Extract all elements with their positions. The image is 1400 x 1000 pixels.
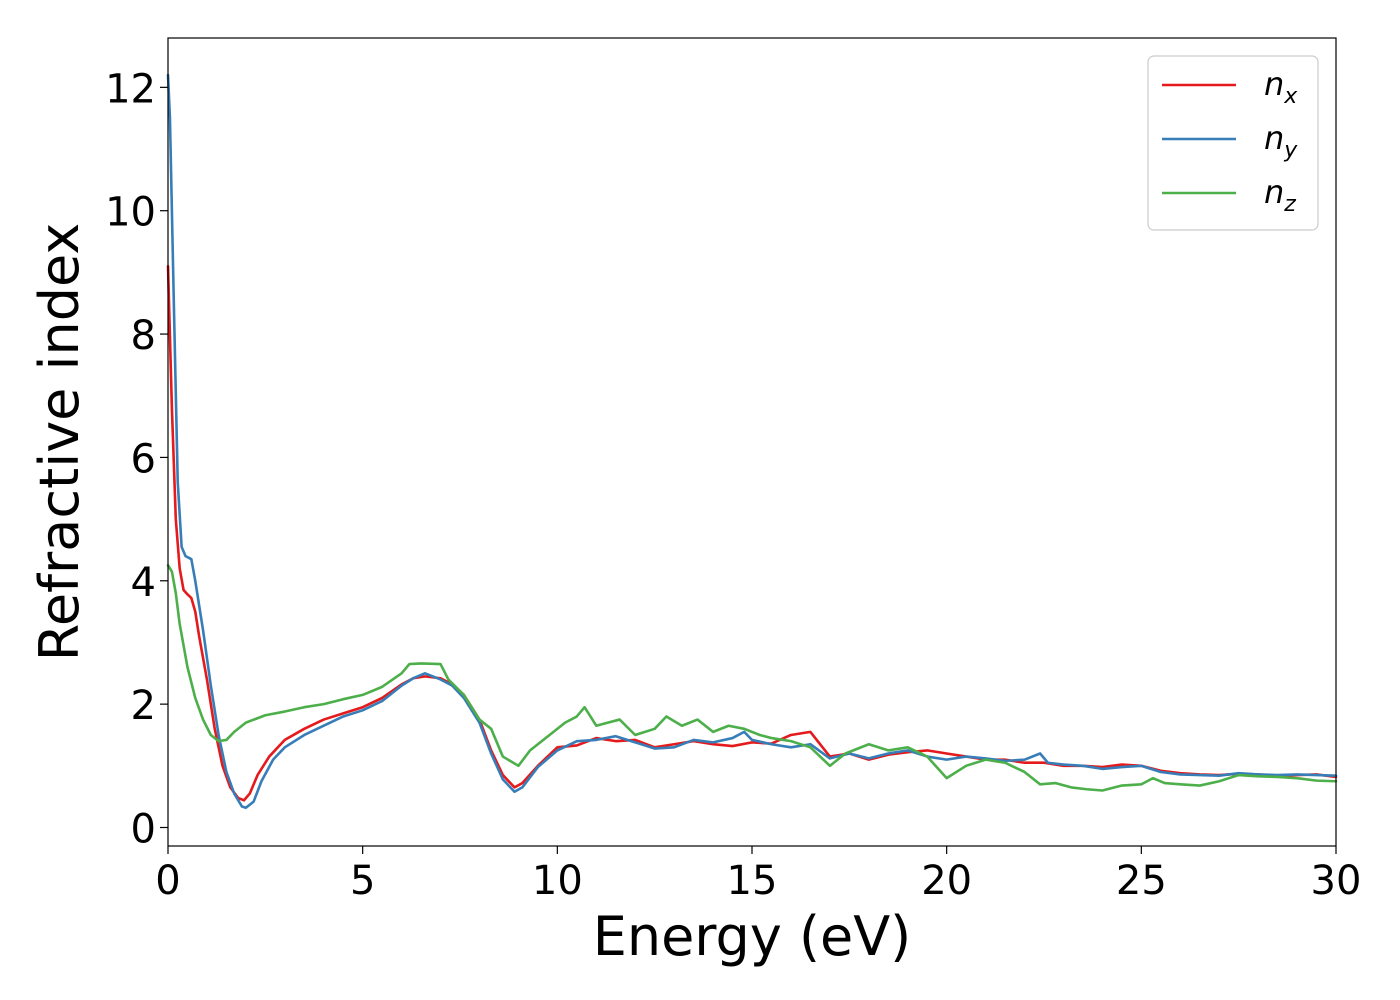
x-tick-label: 0 — [155, 858, 180, 904]
legend-label-z: nz — [1264, 173, 1296, 217]
y-tick-label: 8 — [131, 313, 156, 359]
legend: nx ny nz — [1147, 55, 1319, 231]
series-layer — [166, 73, 1338, 810]
y-tick-label: 2 — [131, 683, 156, 729]
x-tick-label: 30 — [1311, 858, 1362, 904]
y-axis-label: Refractive index — [28, 223, 91, 662]
y-tick-label: 6 — [131, 436, 156, 482]
legend-label-y: ny — [1264, 119, 1298, 163]
x-tick-label: 15 — [727, 858, 778, 904]
x-tick-label: 20 — [921, 858, 972, 904]
y-tick-label: 10 — [105, 190, 156, 236]
series-line-z — [166, 564, 1338, 792]
y-tick-label: 0 — [131, 806, 156, 852]
x-axis-label: Energy (eV) — [593, 905, 912, 968]
legend-box — [1147, 55, 1319, 231]
x-tick-label: 5 — [350, 858, 375, 904]
plot-frame — [167, 37, 1337, 847]
legend-items: nx ny nz — [1162, 65, 1298, 217]
x-tick-label: 10 — [532, 858, 583, 904]
legend-label-x: nx — [1264, 65, 1298, 109]
y-tick-label: 12 — [105, 66, 156, 112]
series-line-y — [166, 73, 1338, 810]
x-tick-label: 25 — [1116, 858, 1167, 904]
y-tick-label: 4 — [131, 560, 156, 606]
ticks-layer: 0 5 10 15 20 25 30 0 2 4 6 8 10 12 — [105, 66, 1361, 904]
